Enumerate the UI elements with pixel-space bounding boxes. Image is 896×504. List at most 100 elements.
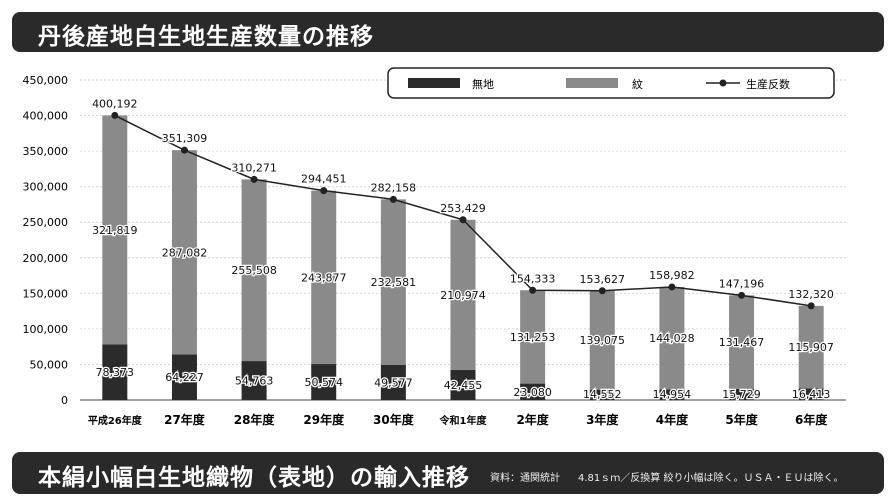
bar-mon (380, 199, 406, 365)
x-tick-label: 令和1年度 (439, 414, 488, 427)
muji-value-label: 14,954 (653, 388, 692, 401)
y-tick-label: 150,000 (23, 287, 69, 300)
x-tick-label: 5年度 (725, 412, 758, 427)
bar-muji (520, 383, 546, 400)
x-tick-label: 2年度 (516, 412, 549, 427)
bar-muji (241, 361, 267, 400)
total-point (738, 291, 746, 299)
total-point (668, 283, 676, 291)
total-value-label: 132,320 (788, 288, 834, 301)
bar-muji (450, 369, 476, 400)
legend-swatch-point (719, 79, 727, 87)
bar-muji (380, 364, 406, 400)
total-point (320, 187, 328, 195)
total-point (807, 302, 815, 310)
legend-swatch-muji (408, 78, 460, 88)
bar-muji (589, 389, 615, 400)
muji-value-label: 42,455 (444, 379, 483, 392)
legend-label-muji: 無地 (472, 77, 494, 91)
x-tick-label: 6年度 (795, 412, 828, 427)
muji-value-label: 14,552 (583, 388, 622, 401)
bar-mon (589, 290, 615, 390)
total-point (389, 195, 397, 203)
mon-value-label: 144,028 (649, 332, 695, 345)
bar-muji (729, 388, 755, 400)
total-point (598, 287, 606, 295)
bar-muji (102, 344, 128, 400)
total-value-label: 253,429 (440, 202, 486, 215)
x-tick-label: 29年度 (303, 412, 345, 427)
total-value-label: 158,982 (649, 269, 695, 282)
y-tick-label: 350,000 (23, 145, 69, 158)
y-tick-label: 300,000 (23, 181, 69, 194)
total-value-label: 400,192 (92, 97, 138, 110)
muji-value-label: 16,413 (792, 388, 831, 401)
legend-swatch-mon (566, 78, 618, 88)
muji-value-label: 15,729 (722, 388, 761, 401)
mon-value-label: 115,907 (788, 341, 834, 354)
x-tick-label: 30年度 (373, 412, 415, 427)
bar-muji (171, 354, 197, 400)
total-value-label: 282,158 (371, 181, 417, 194)
mon-value-label: 243,877 (301, 271, 347, 284)
muji-value-label: 78,373 (96, 366, 135, 379)
x-tick-label: 3年度 (586, 412, 619, 427)
muji-value-label: 64,227 (165, 371, 204, 384)
total-point (180, 146, 188, 154)
bar-mon (102, 115, 128, 345)
legend-label-total: 生産反数 (746, 77, 790, 91)
bar-muji (311, 364, 337, 400)
bar-mon (798, 305, 824, 389)
muji-value-label: 49,577 (374, 376, 413, 389)
x-tick-label: 4年度 (656, 412, 689, 427)
y-tick-label: 400,000 (23, 110, 69, 123)
muji-value-label: 54,763 (235, 375, 274, 388)
total-point (111, 111, 119, 119)
title-banner: 丹後産地白生地生産数量の推移 (12, 12, 884, 52)
y-tick-label: 250,000 (23, 216, 69, 229)
total-value-label: 351,309 (162, 132, 208, 145)
total-value-label: 153,627 (580, 273, 626, 286)
muji-value-label: 50,574 (304, 376, 343, 389)
bar-mon (659, 286, 685, 390)
bar-mon (450, 219, 476, 370)
total-value-label: 154,333 (510, 272, 556, 285)
source-note: 資料：通関統計 (490, 473, 560, 484)
mon-value-label: 255,508 (231, 264, 277, 277)
mon-value-label: 131,467 (719, 336, 765, 349)
bar-mon (241, 179, 267, 362)
bar-mon (729, 295, 755, 389)
total-point (529, 286, 537, 294)
muji-value-label: 23,080 (513, 386, 552, 399)
x-tick-label: 28年度 (234, 412, 276, 427)
mon-value-label: 287,082 (162, 246, 208, 259)
chart-title: 丹後産地白生地生産数量の推移 (38, 24, 374, 50)
bar-muji (659, 389, 685, 400)
y-tick-label: 450,000 (23, 74, 69, 87)
mon-value-label: 232,581 (371, 276, 417, 289)
x-tick-label: 平成26年度 (88, 414, 143, 427)
bar-muji (798, 388, 824, 400)
bar-mon (520, 290, 546, 384)
y-tick-label: 0 (61, 394, 68, 407)
legend-label-mon: 紋 (632, 77, 643, 91)
bar-mon (311, 190, 337, 365)
total-value-label: 310,271 (231, 161, 277, 174)
mon-value-label: 321,819 (92, 224, 138, 237)
total-point (459, 216, 467, 224)
total-value-label: 294,451 (301, 173, 347, 186)
x-tick-label: 27年度 (164, 412, 206, 427)
y-tick-label: 50,000 (30, 358, 69, 371)
mon-value-label: 210,974 (440, 289, 486, 302)
footer-title: 本絹小幅白生地織物（表地）の輸入推移 (38, 465, 470, 491)
y-tick-label: 100,000 (23, 323, 69, 336)
mon-value-label: 131,253 (510, 331, 556, 344)
y-tick-label: 200,000 (23, 252, 69, 265)
total-point (250, 175, 258, 183)
bar-mon (171, 150, 197, 355)
mon-value-label: 139,075 (580, 334, 626, 347)
total-value-label: 147,196 (719, 277, 765, 290)
production-chart: 0 50,000 100,000 150,000 200,000 250,000 300,0… (23, 67, 846, 427)
unit-note: 4.81ｓｍ／反換算 絞り小幅は除く。ＵＳＡ・ＥＵは除く。 (578, 473, 844, 484)
footer-banner: 本絹小幅白生地織物（表地）の輸入推移 資料：通関統計 4.81ｓｍ／反換算 絞り… (12, 452, 884, 494)
